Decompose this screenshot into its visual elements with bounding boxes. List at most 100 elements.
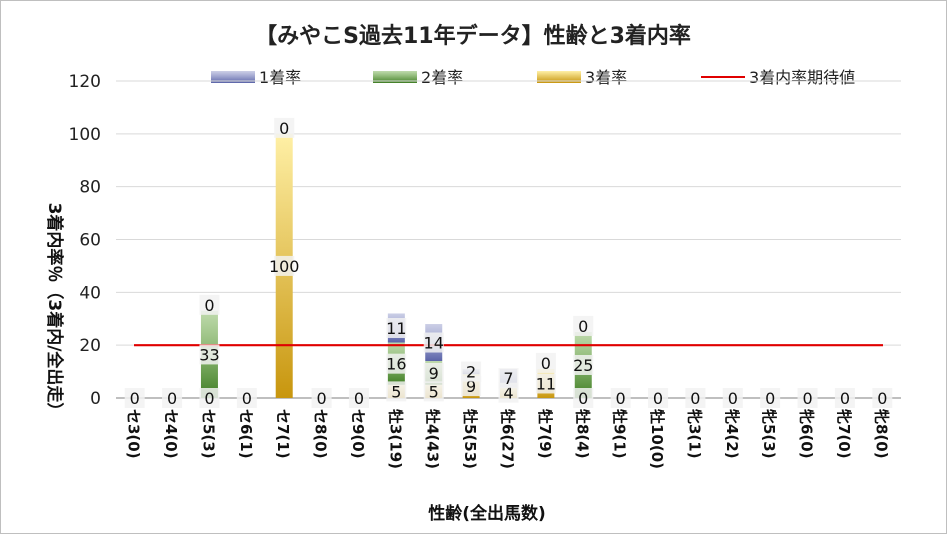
data-label-bg [498, 368, 519, 389]
x-tick-label: 牝7(0) [835, 409, 853, 459]
data-label-bg [311, 388, 332, 408]
data-label-bg [423, 362, 444, 383]
data-label: 0 [616, 389, 626, 408]
data-label-bg [274, 255, 295, 276]
x-tick-group: 牡7(9) [536, 409, 554, 459]
x-tick-label: セ5(3) [199, 409, 217, 459]
data-label-bg [535, 352, 556, 373]
x-tick-label: 牝3(1) [685, 409, 703, 459]
data-label-bg [834, 388, 855, 408]
x-tick-group: 牡10(0) [648, 409, 666, 469]
data-label-bg [797, 388, 818, 408]
x-tick-group: 牡6(27) [499, 409, 517, 469]
data-label: 4 [503, 384, 513, 403]
data-label: 0 [653, 389, 663, 408]
x-tick-label: 牝5(3) [760, 409, 778, 459]
y-axis-ticks: 0 20 40 60 80 100 120 [69, 72, 101, 409]
data-label: 0 [204, 389, 214, 408]
data-label: 100 [269, 257, 300, 276]
x-tick-label: 牡4(43) [424, 409, 442, 469]
legend-swatch [211, 71, 255, 83]
x-tick-group: セ3(0) [125, 409, 143, 459]
data-label: 2 [466, 363, 476, 382]
data-label: 0 [242, 389, 252, 408]
data-label: 0 [204, 296, 214, 315]
x-tick-label: 牡5(53) [461, 409, 479, 469]
data-label-bg [199, 388, 220, 408]
x-tick-group: 牝5(3) [760, 409, 778, 459]
data-label-bg [423, 332, 444, 353]
x-tick-group: 牝6(0) [798, 409, 816, 459]
x-tick-label: 牝4(2) [723, 409, 741, 459]
legend-label: 3着内率期待値 [749, 68, 855, 87]
x-tick-label: 牝6(0) [798, 409, 816, 459]
x-tick-label: 牡6(27) [499, 409, 517, 469]
data-label-bg [274, 117, 295, 138]
data-label: 0 [354, 389, 364, 408]
data-label-bg [386, 381, 407, 402]
data-label: 11 [536, 374, 556, 393]
data-label-bg [573, 354, 594, 375]
data-label-bg [386, 353, 407, 374]
data-label: 0 [728, 389, 738, 408]
data-label: 9 [466, 377, 476, 396]
x-tick-group: 牝7(0) [835, 409, 853, 459]
data-label-bg [573, 315, 594, 336]
data-label: 0 [877, 389, 887, 408]
y-axis-title: 3着内率％（3着内/全出走） [44, 203, 65, 420]
y-tick-label: 120 [69, 72, 101, 92]
x-tick-group: セ7(1) [274, 409, 292, 459]
data-label-bg [573, 388, 594, 408]
data-label: 0 [279, 119, 289, 138]
x-tick-group: セ4(0) [162, 409, 180, 459]
data-label-bg [348, 388, 369, 408]
legend-label: 2着率 [421, 68, 463, 87]
x-tick-group: 牡4(43) [424, 409, 442, 469]
x-tick-group: セ9(0) [349, 409, 367, 459]
data-label: 5 [429, 382, 439, 401]
x-tick-label: セ8(0) [312, 409, 330, 459]
data-label-bg [648, 388, 669, 408]
data-label-bg [722, 388, 743, 408]
x-tick-label: セ3(0) [125, 409, 143, 459]
data-label: 0 [765, 389, 775, 408]
data-label-bg [199, 344, 220, 365]
data-label: 0 [578, 317, 588, 336]
data-label-bg [610, 388, 631, 408]
data-label-bg [760, 388, 781, 408]
data-label-bg [199, 294, 220, 315]
data-label: 5 [391, 382, 401, 401]
data-label: 9 [429, 364, 439, 383]
x-tick-label: 牡9(1) [611, 409, 629, 459]
gridlines [116, 80, 901, 399]
data-label-bg [236, 388, 257, 408]
x-tick-label: セ9(0) [349, 409, 367, 459]
data-label: 16 [386, 355, 406, 374]
x-tick-group: 牡9(1) [611, 409, 629, 459]
data-label-bg [535, 373, 556, 394]
x-tick-group: 牝4(2) [723, 409, 741, 459]
data-label: 0 [317, 389, 327, 408]
x-tick-label: セ6(1) [237, 409, 255, 459]
y-tick-label: 20 [79, 336, 101, 356]
data-label: 14 [424, 334, 444, 353]
data-label: 0 [690, 389, 700, 408]
x-tick-label: 牡7(9) [536, 409, 554, 459]
y-tick-label: 0 [90, 389, 101, 409]
x-tick-group: セ8(0) [312, 409, 330, 459]
x-axis-title: 性齢(全出馬数) [428, 503, 546, 524]
legend-label: 1着率 [259, 68, 301, 87]
data-label: 33 [199, 345, 219, 364]
y-tick-label: 60 [79, 231, 101, 251]
x-tick-group: セ6(1) [237, 409, 255, 459]
x-tick-group: 牝8(0) [872, 409, 890, 459]
x-tick-label: 牡8(4) [573, 409, 591, 459]
data-label-bg [386, 317, 407, 338]
chart-title: 【みやこS過去11年データ】性齢と3着内率 [255, 23, 691, 49]
data-label: 7 [503, 369, 513, 388]
x-tick-label: 牡10(0) [648, 409, 666, 469]
x-tick-group: セ5(3) [199, 409, 217, 459]
